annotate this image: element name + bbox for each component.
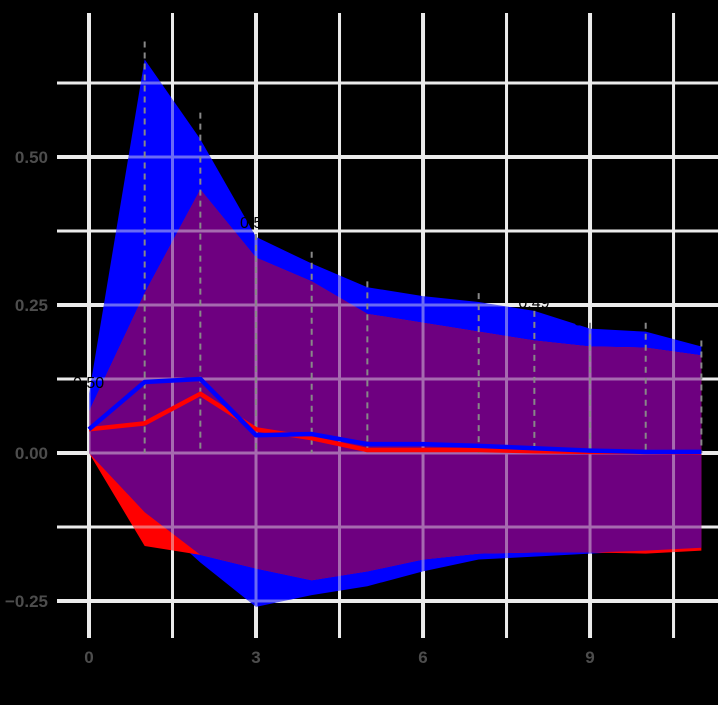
series-lines bbox=[87, 376, 702, 455]
blue-series-line bbox=[87, 376, 702, 455]
data-label: 0.5 bbox=[240, 215, 262, 232]
data-label: 5 bbox=[574, 313, 583, 330]
y-tick-label: 0.00 bbox=[15, 444, 48, 463]
data-label: 0.50 bbox=[73, 375, 104, 392]
y-axis-tick-labels: −0.25 0.00 0.25 0.50 bbox=[5, 148, 48, 611]
annotations: 0.50 0.5 4 0.49 5 bbox=[73, 215, 583, 392]
confidence-bands bbox=[57, 13, 718, 638]
data-label: 0.49 bbox=[518, 295, 549, 312]
data-label: 4 bbox=[407, 277, 416, 294]
x-axis-tick-labels: 0 3 6 9 bbox=[84, 648, 594, 667]
overlap-band bbox=[89, 189, 702, 581]
x-tick-label: 0 bbox=[84, 648, 93, 667]
y-tick-label: 0.50 bbox=[15, 148, 48, 167]
x-tick-label: 6 bbox=[418, 648, 427, 667]
x-tick-label: 3 bbox=[251, 648, 260, 667]
y-tick-label: −0.25 bbox=[5, 592, 48, 611]
y-tick-label: 0.25 bbox=[15, 296, 48, 315]
x-tick-label: 9 bbox=[585, 648, 594, 667]
